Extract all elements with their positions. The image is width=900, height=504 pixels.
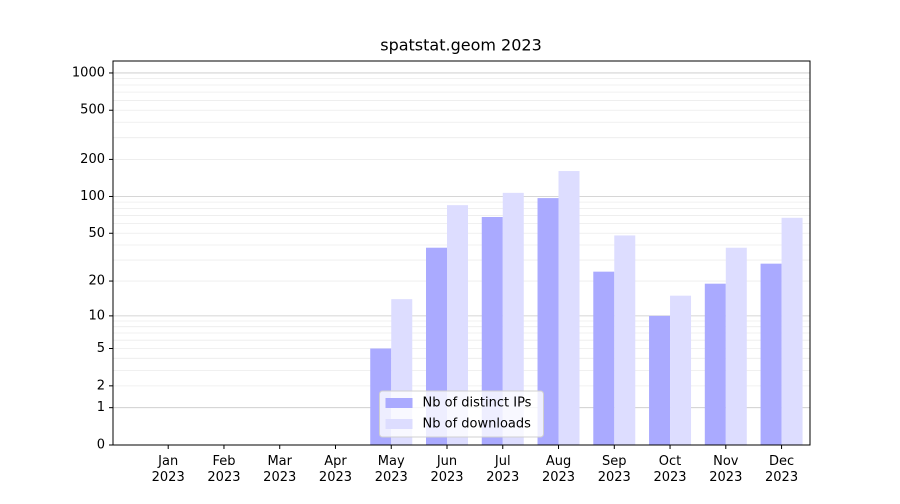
x-tick-month: Feb [212, 454, 235, 469]
y-tick-label: 200 [80, 152, 105, 167]
y-tick-label: 50 [88, 226, 105, 241]
y-tick-label: 20 [88, 274, 105, 289]
y-tick-label: 0 [97, 438, 105, 453]
x-tick-month: Jun [436, 454, 457, 469]
x-tick-year: 2023 [765, 470, 798, 485]
x-tick-month: Nov [713, 454, 739, 469]
x-tick-year: 2023 [709, 470, 742, 485]
x-tick-label: Oct 2023 [653, 454, 686, 485]
x-tick-label: Dec 2023 [765, 454, 798, 485]
legend-box [379, 390, 544, 438]
bar [447, 205, 469, 445]
x-tick-year: 2023 [263, 470, 296, 485]
x-tick-year: 2023 [375, 470, 408, 485]
bar [725, 247, 747, 445]
y-tick-label: 2 [97, 378, 105, 393]
x-tick-label: Jan 2023 [152, 454, 185, 485]
x-tick-label: Aug 2023 [542, 454, 575, 485]
x-tick-month: Mar [267, 454, 292, 469]
x-tick-year: 2023 [152, 470, 185, 485]
bar [704, 283, 726, 445]
bar [593, 271, 615, 445]
y-tick-label: 500 [80, 103, 105, 118]
x-tick-month: May [378, 454, 405, 469]
x-tick-year: 2023 [542, 470, 575, 485]
x-tick-month: Jan [157, 454, 178, 469]
legend-swatch [385, 419, 413, 429]
x-tick-label: May 2023 [375, 454, 408, 485]
x-tick-month: Jul [494, 454, 511, 469]
bar [760, 263, 782, 445]
x-tick-month: Apr [324, 454, 347, 469]
legend-swatch [385, 398, 413, 408]
y-tick-label: 10 [88, 308, 105, 323]
x-tick-year: 2023 [430, 470, 463, 485]
x-tick-year: 2023 [598, 470, 631, 485]
bar [558, 171, 580, 445]
x-tick-month: Oct [659, 454, 681, 469]
x-tick-month: Sep [602, 454, 627, 469]
legend-label: Nb of distinct IPs [423, 396, 532, 411]
y-tick-label: 100 [80, 189, 105, 204]
x-tick-month: Aug [546, 454, 571, 469]
x-tick-label: Nov 2023 [709, 454, 742, 485]
bar [537, 198, 559, 445]
x-tick-label: Feb 2023 [207, 454, 240, 485]
bar [781, 217, 803, 445]
x-tick-label: Sep 2023 [598, 454, 631, 485]
y-tick-label: 5 [97, 341, 105, 356]
bar [670, 295, 692, 445]
bar [502, 192, 524, 445]
bar [614, 235, 636, 445]
x-tick-month: Dec [769, 454, 794, 469]
legend-label: Nb of downloads [423, 417, 532, 432]
bar [481, 216, 503, 445]
chart-title: spatstat.geom 2023 [380, 36, 542, 55]
y-tick-label: 1000 [72, 65, 105, 80]
x-tick-year: 2023 [653, 470, 686, 485]
x-tick-label: Jun 2023 [430, 454, 463, 485]
x-tick-year: 2023 [486, 470, 519, 485]
plot-frame [112, 60, 811, 446]
x-tick-label: Jul 2023 [486, 454, 519, 485]
x-tick-year: 2023 [207, 470, 240, 485]
x-tick-year: 2023 [319, 470, 352, 485]
bar [649, 315, 671, 445]
y-tick-label: 1 [97, 400, 105, 415]
x-tick-label: Apr 2023 [319, 454, 352, 485]
x-tick-label: Mar 2023 [263, 454, 296, 485]
